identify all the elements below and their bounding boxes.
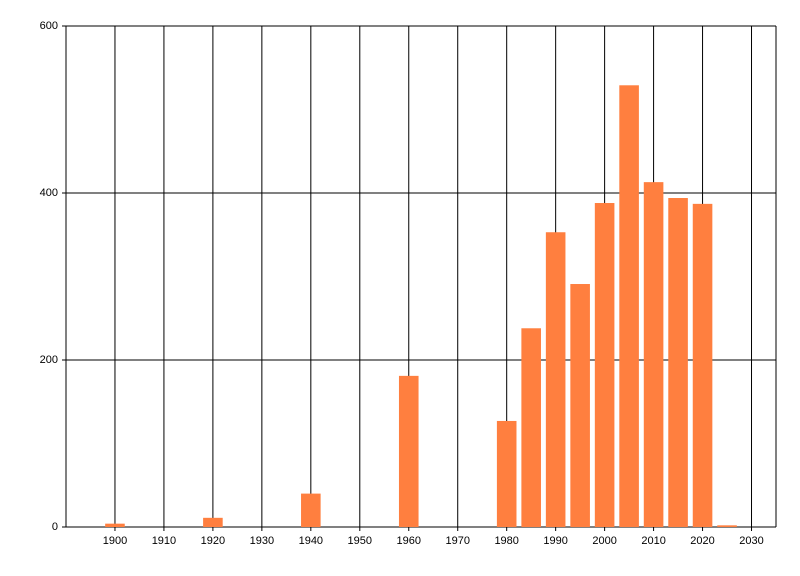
bar — [717, 525, 737, 527]
x-tick-label: 1970 — [445, 535, 469, 547]
x-tick-label: 2030 — [739, 535, 763, 547]
bar — [643, 182, 664, 527]
bar — [668, 198, 688, 527]
bar — [545, 232, 566, 527]
y-tick-label: 200 — [40, 354, 58, 366]
x-tick-label: 1940 — [299, 535, 323, 547]
x-tick-label: 2020 — [690, 535, 714, 547]
x-tick-label: 1980 — [494, 535, 518, 547]
bar — [619, 85, 639, 527]
x-tick-label: 2010 — [641, 535, 665, 547]
bar — [521, 328, 541, 527]
x-tick-label: 1920 — [201, 535, 225, 547]
bar — [570, 284, 590, 527]
bar — [203, 517, 223, 527]
x-tick-label: 1950 — [348, 535, 372, 547]
bar — [496, 420, 517, 527]
x-tick-label: 2000 — [592, 535, 616, 547]
x-tick-label: 1930 — [250, 535, 274, 547]
y-tick-label: 0 — [52, 521, 58, 533]
x-tick-label: 1960 — [397, 535, 421, 547]
x-tick-label: 1900 — [103, 535, 127, 547]
bar — [105, 523, 125, 527]
y-tick-label: 400 — [40, 187, 58, 199]
bar — [692, 203, 713, 528]
bar — [594, 203, 615, 527]
x-tick-label: 1910 — [152, 535, 176, 547]
bar — [301, 493, 321, 527]
y-tick-label: 600 — [40, 20, 58, 32]
x-tick-label: 1990 — [543, 535, 567, 547]
bar — [398, 375, 419, 527]
